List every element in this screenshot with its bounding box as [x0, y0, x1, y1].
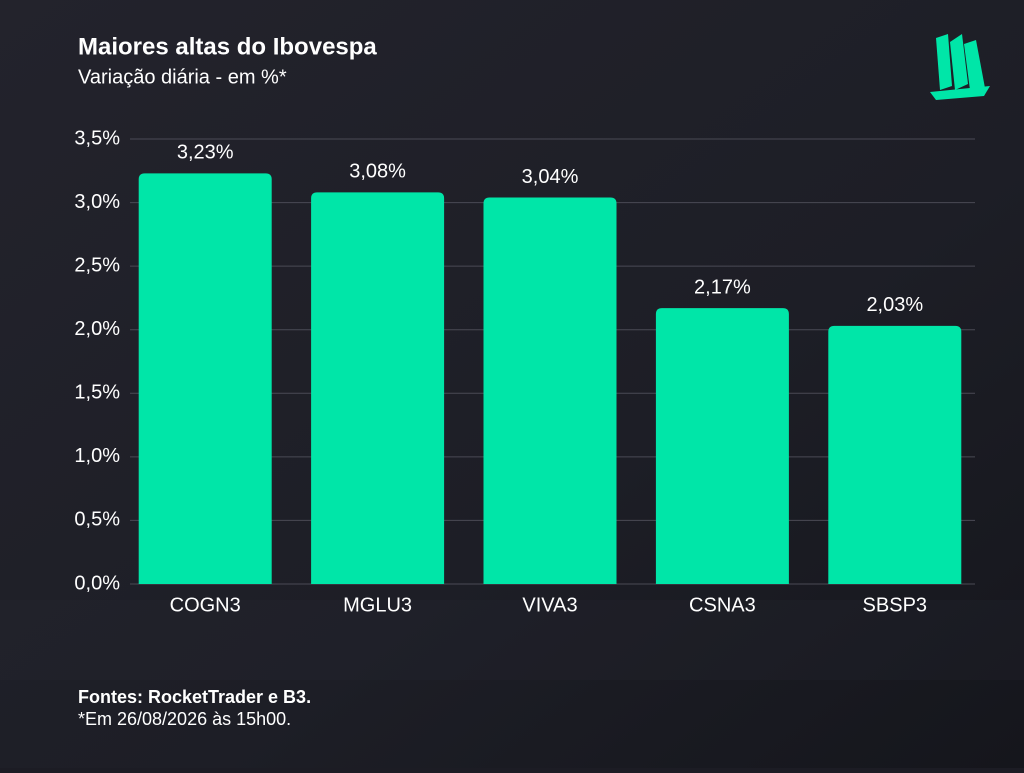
board-strip [0, 600, 1024, 680]
y-tick-label: 3,5% [74, 127, 120, 149]
note: *Em 26/08/2026 às 15h00. [78, 709, 291, 729]
value-label: 3,04% [522, 166, 579, 188]
x-tick-label: MGLU3 [343, 594, 412, 616]
value-label: 3,08% [349, 161, 406, 183]
bar [828, 325, 962, 584]
bar [483, 197, 617, 584]
logo-part [936, 34, 952, 90]
chart-subtitle: Variação diária - em %* [78, 66, 287, 88]
x-tick-label: VIVA3 [522, 594, 577, 616]
bar [138, 173, 272, 585]
logo [930, 34, 990, 100]
logo-placeholder-bg [0, 600, 1024, 680]
bar [311, 192, 445, 584]
y-tick-label: 0,0% [74, 572, 120, 594]
value-label: 2,03% [866, 294, 923, 316]
x-tick-label: COGN3 [170, 594, 241, 616]
value-label: 2,17% [694, 276, 751, 298]
y-tick-label: 2,5% [74, 254, 120, 276]
value-label: 3,23% [177, 142, 234, 164]
y-tick-label: 3,0% [74, 191, 120, 213]
x-tick-label: SBSP3 [863, 594, 927, 616]
y-tick-label: 0,5% [74, 509, 120, 531]
logo-part [930, 86, 990, 100]
x-tick-label: CSNA3 [689, 594, 756, 616]
chart-title: Maiores altas do Ibovespa [78, 33, 377, 60]
y-tick-label: 2,0% [74, 318, 120, 340]
logo-part [950, 34, 968, 90]
y-tick-label: 1,5% [74, 382, 120, 404]
source: Fontes: RocketTrader e B3. [78, 687, 311, 707]
y-tick-label: 1,0% [74, 445, 120, 467]
logo-part [964, 40, 985, 90]
bar [655, 308, 789, 584]
